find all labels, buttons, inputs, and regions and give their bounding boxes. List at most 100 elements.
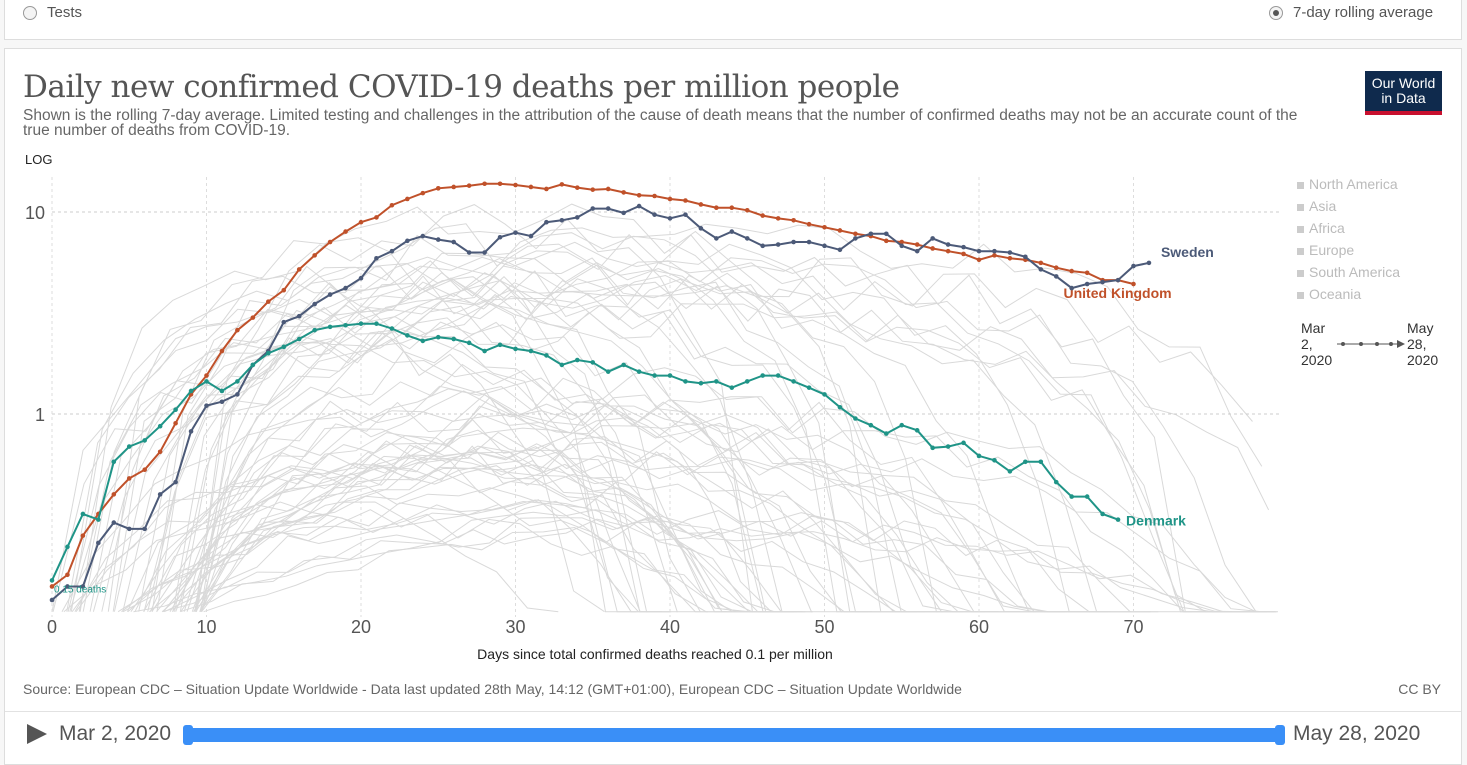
- data-point-united-kingdom: [312, 253, 317, 258]
- series-label-denmark: Denmark: [1126, 513, 1186, 529]
- data-point-sweden: [992, 248, 997, 254]
- data-point-united-kingdom: [173, 420, 178, 426]
- data-point-sweden: [327, 292, 333, 297]
- data-point-sweden: [945, 242, 951, 247]
- data-point-denmark: [466, 340, 472, 346]
- data-point-denmark: [497, 342, 503, 348]
- data-point-sweden: [914, 248, 920, 254]
- data-point-united-kingdom: [296, 267, 302, 272]
- timeline-start-handle[interactable]: [183, 725, 193, 745]
- legend-swatch: [1297, 269, 1304, 277]
- data-point-sweden: [358, 275, 364, 281]
- data-point-united-kingdom: [961, 251, 966, 257]
- data-point-denmark: [482, 348, 487, 354]
- data-point-sweden: [1131, 263, 1136, 269]
- data-point-denmark: [667, 373, 673, 378]
- data-point-denmark: [513, 346, 518, 352]
- data-point-denmark: [992, 457, 997, 463]
- data-point-united-kingdom: [544, 186, 549, 192]
- data-point-sweden: [1053, 274, 1059, 279]
- rolling-average-option[interactable]: 7-day rolling average: [1269, 4, 1433, 21]
- data-point-sweden: [714, 236, 719, 241]
- y-tick-label: 1: [35, 405, 45, 425]
- data-point-denmark: [884, 431, 889, 436]
- options-bar: Tests 7-day rolling average: [4, 0, 1462, 40]
- scale-toggle[interactable]: LOG: [25, 152, 53, 167]
- data-point-united-kingdom: [204, 373, 209, 378]
- data-point-united-kingdom: [126, 476, 132, 481]
- data-point-denmark: [173, 407, 178, 413]
- data-point-denmark: [1053, 479, 1059, 485]
- data-point-sweden: [513, 230, 518, 235]
- data-point-united-kingdom: [389, 202, 395, 208]
- data-point-denmark: [296, 336, 302, 342]
- data-point-denmark: [1084, 494, 1090, 499]
- legend-label: Asia: [1309, 198, 1337, 214]
- play-icon[interactable]: [27, 724, 47, 744]
- data-point-denmark: [976, 453, 982, 459]
- data-point-sweden: [528, 233, 534, 239]
- legend-region-oceania[interactable]: Oceania: [1297, 283, 1400, 305]
- timeline-slider[interactable]: [183, 725, 1285, 745]
- data-point-denmark: [544, 353, 549, 358]
- data-point-united-kingdom: [374, 215, 379, 220]
- license-link[interactable]: CC BY: [1398, 681, 1441, 697]
- data-point-united-kingdom: [914, 242, 920, 247]
- legend-region-africa[interactable]: Africa: [1297, 217, 1400, 239]
- data-point-united-kingdom: [837, 228, 843, 233]
- data-point-united-kingdom: [822, 224, 827, 230]
- data-point-sweden: [1038, 267, 1044, 272]
- legend-region-south-america[interactable]: South America: [1297, 261, 1400, 283]
- data-point-denmark: [621, 362, 626, 368]
- data-point-united-kingdom: [853, 231, 858, 237]
- data-point-denmark: [327, 324, 333, 330]
- data-point-sweden: [698, 226, 704, 231]
- data-point-sweden: [451, 239, 457, 245]
- legend-region-north-america[interactable]: North America: [1297, 173, 1400, 195]
- legend-region-europe[interactable]: Europe: [1297, 239, 1400, 261]
- data-point-sweden: [49, 597, 55, 603]
- data-point-united-kingdom: [930, 246, 935, 251]
- radio-icon[interactable]: [23, 5, 37, 20]
- data-point-denmark: [528, 348, 534, 354]
- data-point-denmark: [65, 544, 70, 550]
- start-annotation: 0.15 deaths: [54, 584, 106, 595]
- data-point-sweden: [204, 403, 209, 408]
- mini-timeline-end: May 28, 2020: [1407, 320, 1439, 368]
- data-point-sweden: [420, 233, 426, 239]
- data-point-denmark: [312, 327, 317, 333]
- data-point-denmark: [575, 357, 580, 363]
- data-point-united-kingdom: [219, 348, 225, 354]
- data-point-united-kingdom: [575, 185, 580, 190]
- data-point-sweden: [930, 236, 935, 241]
- data-point-united-kingdom: [482, 181, 487, 187]
- data-point-denmark: [281, 344, 287, 350]
- data-point-sweden: [605, 206, 611, 211]
- data-point-denmark: [1038, 459, 1044, 465]
- data-point-sweden: [744, 236, 750, 241]
- owid-logo[interactable]: Our World in Data: [1365, 71, 1442, 115]
- data-point-denmark: [343, 322, 348, 328]
- legend-swatch: [1297, 247, 1304, 255]
- data-point-denmark: [914, 428, 920, 433]
- data-point-denmark: [1069, 494, 1074, 499]
- data-point-sweden: [111, 520, 117, 525]
- data-point-denmark: [405, 333, 410, 338]
- legend-region-asia[interactable]: Asia: [1297, 195, 1400, 217]
- radio-selected-icon[interactable]: [1269, 5, 1283, 20]
- data-point-sweden: [976, 248, 982, 254]
- data-point-sweden: [667, 216, 673, 221]
- timeline-end-handle[interactable]: [1275, 725, 1285, 745]
- data-point-sweden: [497, 234, 503, 240]
- data-point-united-kingdom: [281, 287, 287, 293]
- data-point-sweden: [868, 231, 874, 237]
- data-point-sweden: [559, 217, 565, 223]
- data-point-denmark: [1023, 459, 1028, 465]
- series-label-sweden: Sweden: [1161, 244, 1214, 260]
- data-point-sweden: [466, 250, 472, 255]
- data-point-united-kingdom: [466, 183, 472, 188]
- data-point-united-kingdom: [899, 239, 905, 245]
- tests-option[interactable]: Tests: [23, 4, 82, 21]
- data-point-united-kingdom: [327, 239, 333, 245]
- data-point-united-kingdom: [683, 198, 688, 203]
